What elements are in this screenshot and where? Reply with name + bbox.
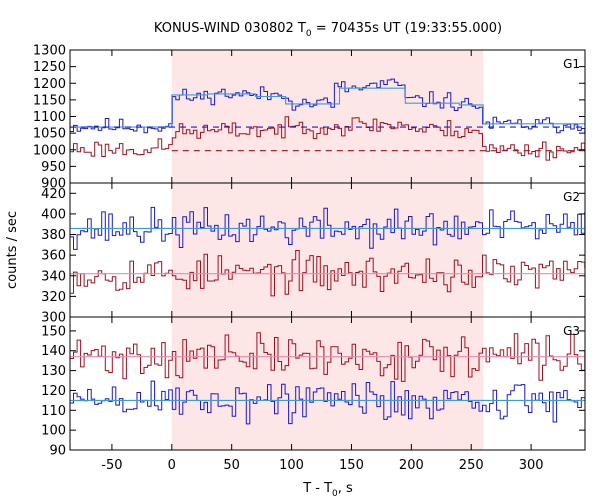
y-axis-label: counts / sec — [5, 211, 20, 289]
y-tick-label: 340 — [41, 269, 66, 284]
y-tick-label: 1300 — [33, 44, 66, 59]
x-tick-label: 250 — [459, 458, 484, 473]
x-axis-label: T - T0, s — [302, 481, 353, 499]
x-tick-label: 300 — [519, 458, 544, 473]
panel-frame — [69, 316, 586, 451]
series-blue-g2 — [70, 206, 585, 250]
figure-title: KONUS-WIND 030802 T0 = 70435s UT (19:33:… — [154, 21, 502, 39]
y-tick-label: 150 — [41, 324, 66, 339]
shaded-interval — [171, 50, 484, 450]
panel-data — [70, 332, 585, 425]
x-tick-label: 150 — [339, 458, 364, 473]
y-tick-label: 950 — [41, 160, 66, 175]
y-tick-label: 420 — [41, 187, 66, 202]
x-tick-label: -50 — [101, 458, 122, 473]
y-tick-label: 1250 — [33, 60, 66, 75]
y-tick-label: 1200 — [33, 77, 66, 92]
y-tick-label: 1100 — [33, 110, 66, 125]
x-tick-label: 0 — [168, 458, 176, 473]
y-tick-label: 90 — [49, 444, 66, 459]
y-tick-label: 110 — [41, 404, 66, 419]
panel-label-g2: G2 — [563, 190, 580, 204]
y-tick-label: 1150 — [33, 93, 66, 108]
panel-data — [70, 78, 585, 161]
y-tick-label: 130 — [41, 364, 66, 379]
panel-label-g1: G1 — [563, 57, 580, 71]
y-tick-label: 900 — [41, 177, 66, 192]
y-tick-label: 300 — [41, 311, 66, 326]
series-red-g3 — [70, 332, 585, 382]
panel-g3: 90 100 110 120 130 140 150 G3 — [41, 316, 586, 459]
y-tick-label: 1000 — [33, 143, 66, 158]
fit-line-cyan_fit-g1 — [70, 87, 585, 128]
y-tick-label: 320 — [41, 290, 66, 305]
x-tick-label: 100 — [279, 458, 304, 473]
x-tick-label: 50 — [223, 458, 240, 473]
y-tick-label: 400 — [41, 207, 66, 222]
series-blue-g3 — [70, 380, 585, 425]
y-tick-label: 140 — [41, 344, 66, 359]
series-red-g2 — [70, 250, 585, 297]
x-tick-label: 200 — [399, 458, 424, 473]
panels-group: 9009501000105011001150120012501300G13003… — [33, 44, 586, 473]
panel-data — [70, 206, 585, 297]
panel-label-g3: G3 — [563, 324, 580, 338]
y-tick-label: 1050 — [33, 127, 66, 142]
y-tick-label: 120 — [41, 384, 66, 399]
y-tick-label: 100 — [41, 424, 66, 439]
y-tick-label: 360 — [41, 249, 66, 264]
series-red-g1 — [70, 116, 585, 161]
y-tick-label: 380 — [41, 228, 66, 243]
